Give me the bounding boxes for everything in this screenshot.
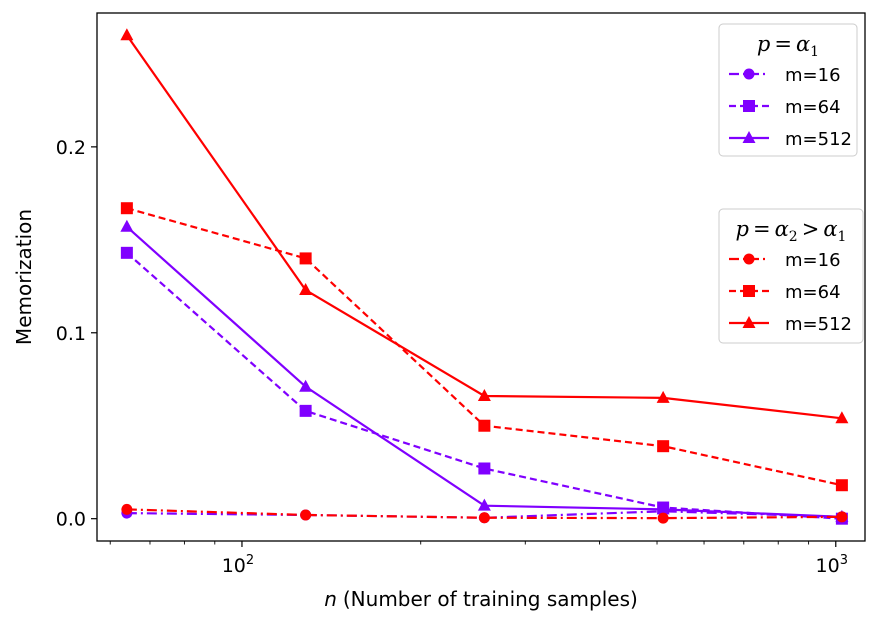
legend-entry-label: m=64: [785, 282, 841, 303]
legend-box: [718, 23, 858, 157]
alpha1-m512-point: [656, 502, 670, 515]
y-tick-label: 0.0: [56, 509, 86, 531]
legend-title-relation: =: [774, 32, 792, 56]
legend-marker: [743, 68, 755, 80]
x-axis-label: n (Number of training samples): [324, 587, 638, 611]
alpha2-m64-point: [478, 419, 491, 432]
x-tick-label: 102: [222, 553, 254, 577]
alpha1-m64-line: [126, 252, 842, 520]
alpha2-m16-point: [121, 503, 133, 515]
legend-title-subscript: 1: [838, 229, 847, 245]
alpha2-m16-point: [836, 511, 848, 523]
legend-entry-label: m=16: [785, 250, 841, 271]
legend-title-subscript: 1: [810, 44, 819, 60]
alpha2-m16-point: [478, 512, 490, 524]
legend-marker: [743, 285, 755, 297]
alpha1-m512-point: [120, 219, 134, 232]
legend-title-relation: =: [753, 217, 771, 241]
y-tick-label: 0.1: [56, 323, 86, 345]
series-layer: [120, 28, 849, 525]
alpha2-m16-point: [657, 512, 669, 524]
alpha1-m512-point: [477, 498, 491, 511]
alpha1-m64-point: [299, 404, 312, 417]
alpha2-m64-point: [299, 252, 312, 265]
x-tick-label-exponent: 3: [840, 553, 848, 568]
legend-marker: [742, 316, 756, 328]
legend-marker: [743, 100, 755, 112]
legend-title-variable: p: [757, 32, 770, 56]
legend-alpha1: p = α1 m=16 m=64 m=512: [718, 23, 858, 157]
alpha2-m64-point: [120, 202, 133, 215]
alpha2-m64-point: [835, 479, 848, 492]
legend-title: p = α2 > α1: [736, 217, 847, 245]
alpha1-m64-point: [478, 462, 491, 475]
legend-marker: [742, 131, 756, 143]
legend-title-alpha: α: [775, 217, 789, 241]
legend-title: p = α1: [757, 32, 819, 60]
alpha1-m512-point: [299, 379, 313, 392]
alpha1-m64-point: [120, 246, 133, 259]
alpha2-m512-point: [656, 390, 670, 403]
alpha2-m64-point: [657, 440, 670, 453]
x-tick-label-base: 10: [816, 555, 840, 577]
legend-title-alpha: α: [823, 217, 837, 241]
alpha2-m512-point: [120, 28, 134, 41]
x-tick-label-exponent: 2: [246, 553, 254, 568]
legend-entry-label: m=64: [785, 97, 841, 118]
x-axis-label-text: (Number of training samples): [343, 587, 638, 611]
alpha2-m512-point: [477, 388, 491, 401]
legend-title-alpha: α: [796, 32, 810, 56]
legend-title-variable: p: [736, 217, 749, 241]
legend-title-subscript: 2: [789, 229, 798, 245]
y-axis-label: Memorization: [12, 209, 36, 345]
alpha2-m16-line: [126, 508, 842, 520]
legend-title-relation: >: [802, 217, 820, 241]
alpha2-m512-point: [835, 411, 849, 424]
legend-marker: [743, 253, 755, 265]
legend-entry-label: m=512: [785, 129, 852, 150]
x-axis-label-variable: n: [324, 587, 337, 611]
plot-frame: [96, 12, 866, 542]
x-tick-label-base: 10: [222, 555, 246, 577]
legend-box: [718, 208, 864, 344]
legend-alpha2: p = α2 > α1m=16m=64m=512: [718, 208, 864, 344]
legend-entry-label: m=512: [785, 314, 852, 335]
alpha2-m512-point: [299, 283, 313, 296]
legend-entry-label: m=16: [785, 65, 841, 86]
alpha2-m16-point: [300, 509, 312, 521]
y-tick-label: 0.2: [56, 137, 86, 159]
x-tick-label: 103: [816, 553, 848, 577]
